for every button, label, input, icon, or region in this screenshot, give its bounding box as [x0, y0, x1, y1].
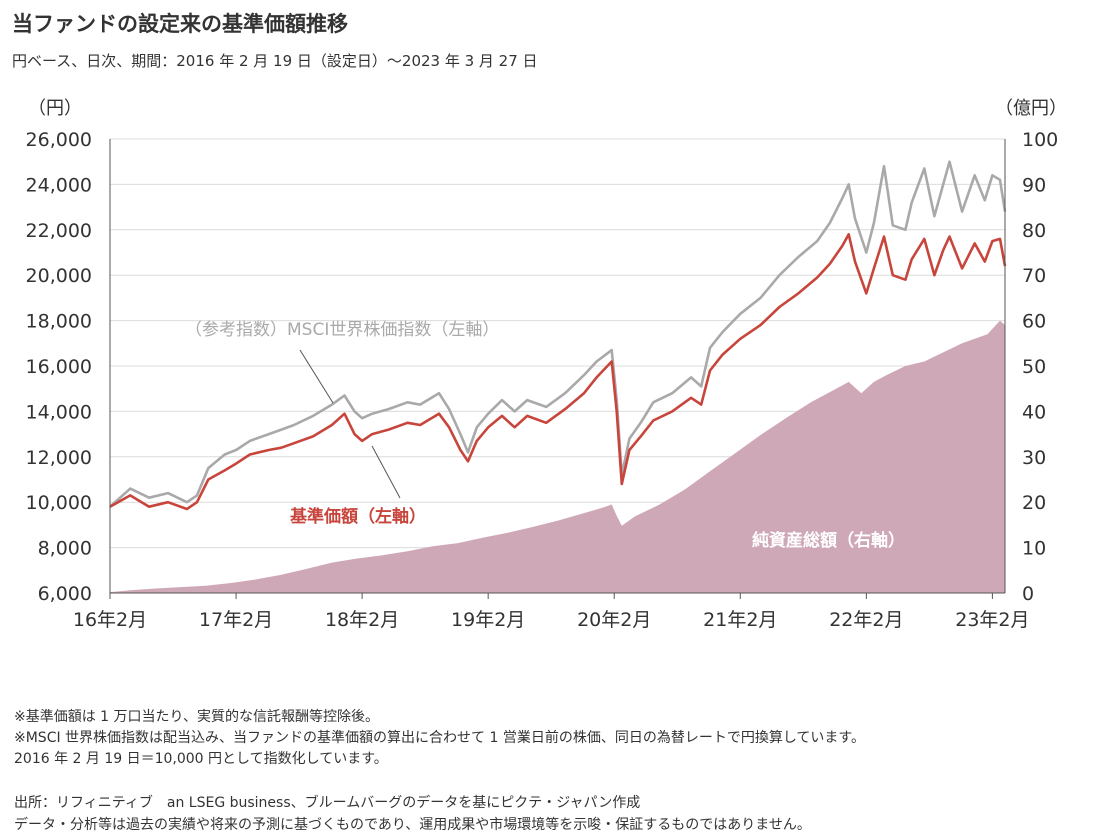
footnote-1: ※基準価額は 1 万口当たり、実質的な信託報酬等控除後。: [14, 709, 379, 725]
left-tick-label: 20,000: [26, 265, 92, 287]
right-tick-label: 70: [1022, 265, 1046, 287]
right-tick-label: 50: [1022, 356, 1046, 378]
x-tick-label: 19年2月: [451, 609, 525, 631]
annotation-nav-leader: [371, 445, 401, 499]
annotation-nav-label: 基準価額（左軸）: [289, 506, 426, 527]
x-tick-label: 17年2月: [199, 609, 273, 631]
left-tick-label: 16,000: [26, 356, 92, 378]
x-tick-label: 16年2月: [73, 609, 147, 631]
source-notes: 出所：リフィニティブ an LSEG business、ブルームバーグのデータを…: [14, 792, 811, 836]
left-tick-label: 6,000: [38, 583, 92, 605]
left-axis-unit-label: （円）: [28, 98, 82, 119]
left-tick-label: 26,000: [26, 129, 92, 151]
right-axis-unit-label: （億円）: [995, 98, 1067, 119]
fund-nav-chart: 6,000 8,000 10,000 12,000 14,000 16,000 18,000…: [26, 98, 1067, 631]
msci-index-line: [109, 160, 1007, 508]
line-series-layer: [109, 160, 1007, 511]
annotation-index-leader: [299, 349, 334, 404]
right-tick-label: 0: [1022, 583, 1034, 605]
x-tick-label: 21年2月: [703, 609, 777, 631]
aum-area-layer: [110, 320, 1005, 593]
aum-area: [110, 320, 1005, 593]
axes: 6,000 8,000 10,000 12,000 14,000 16,000 18,000…: [26, 129, 1059, 631]
annotation-index-label: （参考指数）MSCI世界株価指数（左軸）: [185, 320, 499, 340]
footnote-3: 2016 年 2 月 19 日＝10,000 円として指数化しています。: [14, 751, 388, 767]
right-tick-label: 90: [1022, 174, 1046, 196]
left-tick-label: 22,000: [26, 220, 92, 242]
left-tick-label: 14,000: [26, 401, 92, 423]
right-tick-label: 100: [1022, 129, 1058, 151]
right-tick-label: 80: [1022, 220, 1046, 242]
right-tick-label: 30: [1022, 447, 1046, 469]
footnote-2: ※MSCI 世界株価指数は配当込み、当ファンドの基準価額の算出に合わせて 1 営…: [14, 730, 866, 746]
right-tick-label: 60: [1022, 311, 1046, 333]
left-tick-label: 10,000: [26, 492, 92, 514]
right-tick-label: 40: [1022, 401, 1046, 423]
x-tick-label: 20年2月: [577, 609, 651, 631]
chart-subtitle: 円ベース、日次、期間：2016 年 2 月 19 日（設定日）～2023 年 3…: [12, 52, 538, 70]
chart-title: 当ファンドの設定来の基準価額推移: [12, 12, 348, 36]
x-tick-label: 23年2月: [955, 609, 1029, 631]
grid-lines: [110, 138, 1005, 549]
footnotes: ※基準価額は 1 万口当たり、実質的な信託報酬等控除後。 ※MSCI 世界株価指…: [14, 707, 865, 770]
nav-line: [109, 233, 1007, 511]
x-tick-label: 22年2月: [829, 609, 903, 631]
left-tick-label: 18,000: [26, 311, 92, 333]
source-line-1: 出所：リフィニティブ an LSEG business、ブルームバーグのデータを…: [14, 795, 641, 811]
annotation-aum-label: 純資産総額（右軸）: [752, 530, 905, 551]
left-tick-label: 24,000: [26, 174, 92, 196]
right-tick-label: 20: [1022, 492, 1046, 514]
source-line-2: データ・分析等は過去の実績や将来の予測に基づくものであり、運用成果や市場環境等を…: [14, 817, 811, 833]
left-tick-label: 12,000: [26, 447, 92, 469]
x-tick-label: 18年2月: [325, 609, 399, 631]
right-tick-label: 10: [1022, 538, 1046, 560]
left-tick-label: 8,000: [38, 538, 92, 560]
